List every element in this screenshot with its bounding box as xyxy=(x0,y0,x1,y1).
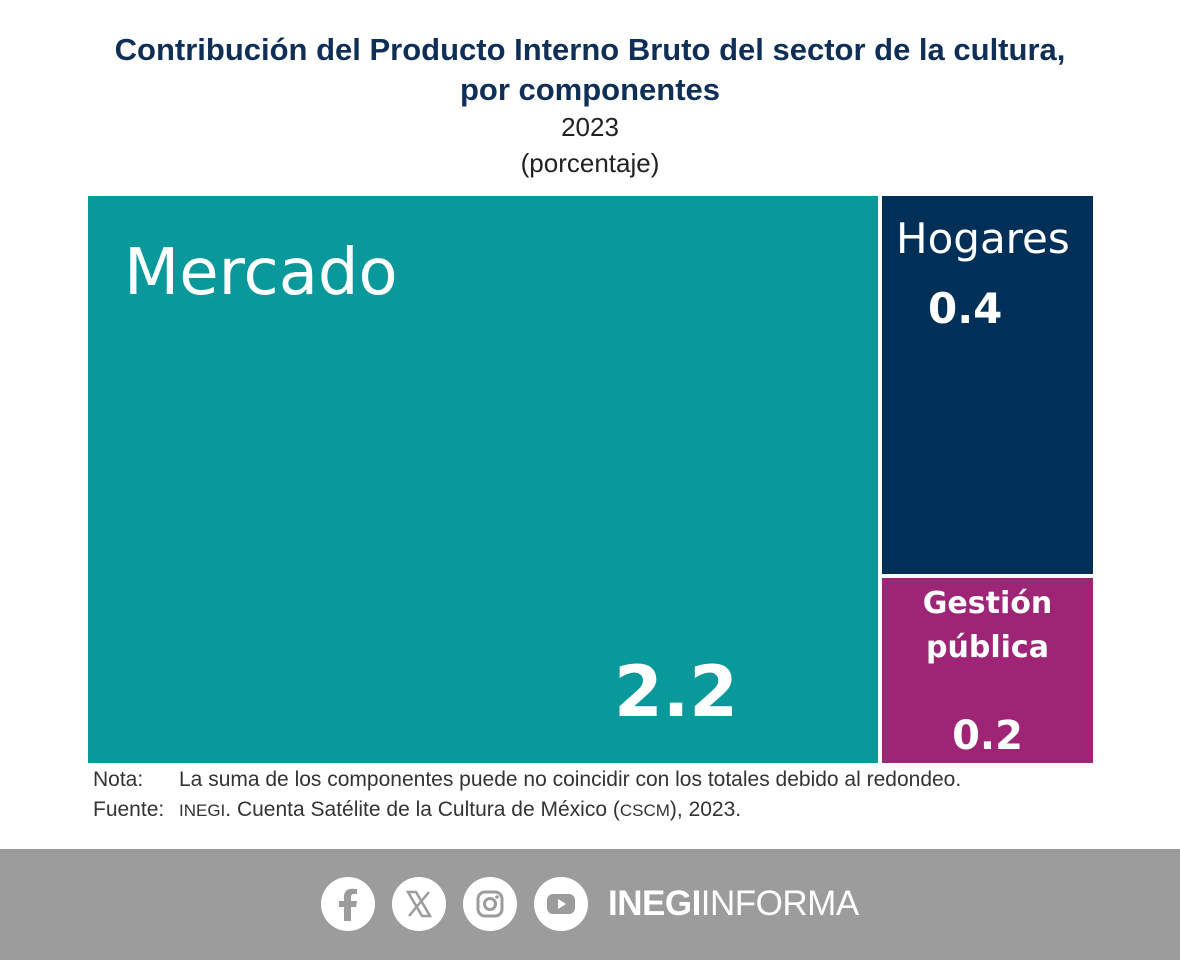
instagram-icon[interactable] xyxy=(463,877,517,931)
note-line: Nota: La suma de los componentes puede no… xyxy=(93,766,961,794)
tile-mercado-value: 2.2 xyxy=(613,651,738,733)
chart-year: 2023 xyxy=(561,112,619,142)
chart-title-line2: por componentes xyxy=(459,72,721,107)
source-org: INEGI xyxy=(179,801,226,820)
tile-hogares: Hogares 0.4 xyxy=(882,196,1093,574)
tile-gestion-publica-value: 0.2 xyxy=(952,713,1023,759)
tile-mercado-label: Mercado xyxy=(124,236,398,310)
chart-title: Contribución del Producto Interno Bruto … xyxy=(0,30,1180,110)
footer-bar: INEGIINFORMA xyxy=(0,849,1180,960)
facebook-icon[interactable] xyxy=(321,877,375,931)
source-text-mid: . Cuenta Satélite de la Cultura de Méxic… xyxy=(225,798,620,821)
source-text-end: ), 2023. xyxy=(669,798,742,821)
source-line: Fuente: INEGI. Cuenta Satélite de la Cult… xyxy=(93,796,741,825)
treemap-chart: Mercado 2.2 Hogares 0.4 Gestión pública … xyxy=(88,196,1093,763)
tile-gestion-publica-label-line1: Gestión xyxy=(922,586,1053,621)
tile-gestion-publica-label: Gestión pública xyxy=(882,582,1093,670)
tile-hogares-label: Hogares xyxy=(896,214,1070,263)
tile-hogares-value: 0.4 xyxy=(928,284,1003,333)
inegi-informa-logo: INEGIINFORMA xyxy=(608,884,859,924)
chart-unit: (porcentaje) xyxy=(520,148,660,178)
x-icon[interactable] xyxy=(392,877,446,931)
tile-gestion-publica-label-line2: pública xyxy=(926,630,1049,665)
brand-regular: INFORMA xyxy=(700,884,859,923)
youtube-icon[interactable] xyxy=(534,877,588,931)
tile-gestion-publica: Gestión pública 0.2 xyxy=(882,578,1093,763)
note-key: Nota: xyxy=(93,768,144,791)
source-acronym: CSCM xyxy=(619,801,670,820)
tile-mercado: Mercado 2.2 xyxy=(88,196,878,763)
source-key: Fuente: xyxy=(93,798,165,821)
brand-bold: INEGI xyxy=(608,884,701,923)
note-text: La suma de los componentes puede no coin… xyxy=(179,768,962,791)
chart-title-line1: Contribución del Producto Interno Bruto … xyxy=(114,32,1066,67)
